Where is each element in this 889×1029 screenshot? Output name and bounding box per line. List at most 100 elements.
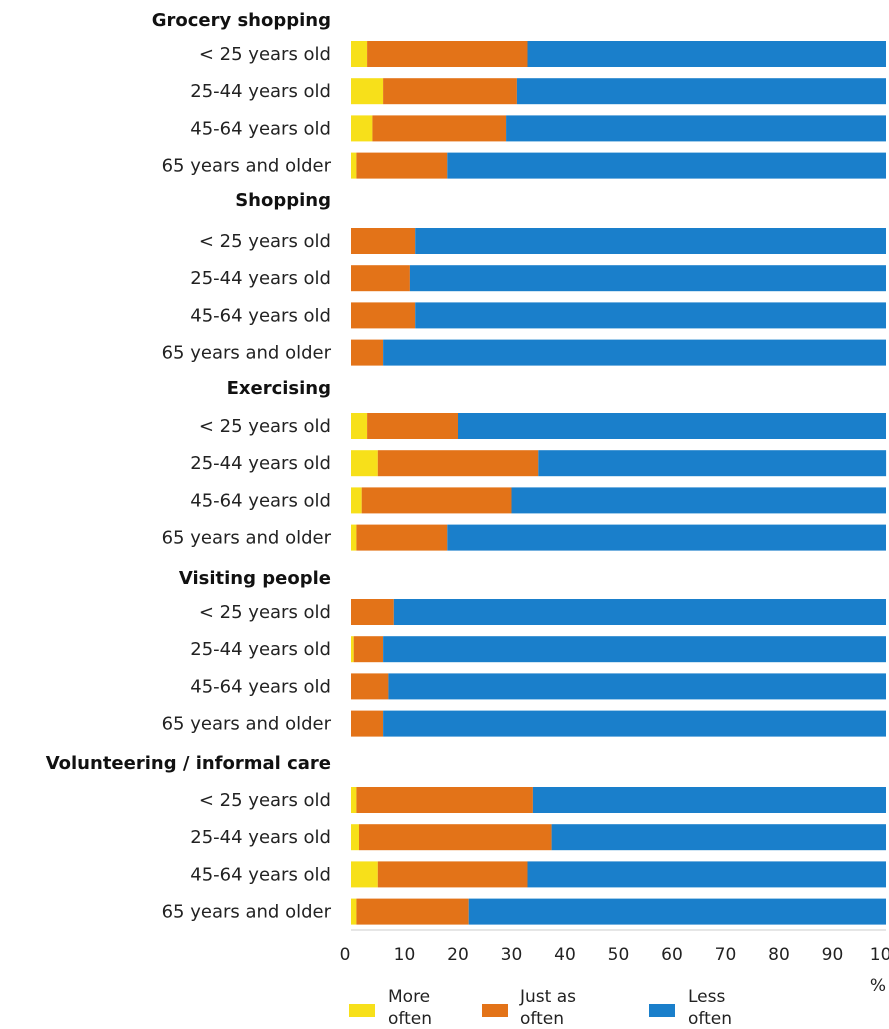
x-tick-label: 70 [715,945,737,965]
bar-segment-less-often [538,450,887,477]
x-tick-label: 40 [554,945,576,965]
x-tick-label: 10 [394,945,416,965]
group-title: Volunteering / informal care [46,753,331,774]
x-axis-unit: % [870,976,886,996]
bar-segment-just-as-often [351,710,384,737]
bar-segment-less-often [527,861,886,888]
bar-segment-more-often [351,898,357,925]
bar-segment-less-often [516,78,886,105]
row-label: 65 years and older [162,343,332,364]
legend-label-line2: often [520,1009,564,1029]
row-label: 65 years and older [162,714,332,735]
bar-segment-less-often [388,673,886,700]
bar-segment-more-often [351,861,378,888]
bar-segment-just-as-often [351,265,410,292]
bar-segment-just-as-often [351,302,416,329]
bar-segment-more-often [351,524,357,551]
bar-segment-more-often [351,413,368,439]
bar-segment-just-as-often [377,861,528,888]
row-label: 45-64 years old [190,305,331,326]
bar-segment-less-often [409,265,886,292]
bar-segment-just-as-often [356,152,448,179]
bar-segment-more-often [351,487,362,514]
bar-segment-more-often [351,78,384,105]
bar-segment-more-often [351,636,354,663]
bar-segment-more-often [351,450,378,477]
row-label: < 25 years old [199,44,331,65]
bar-segment-just-as-often [351,673,389,700]
row-label: 45-64 years old [190,864,331,885]
bar-segment-just-as-often [383,78,517,105]
bar-segment-just-as-often [356,898,469,925]
group-title: Grocery shopping [152,10,331,31]
row-label: 25-44 years old [190,81,331,102]
row-label: 25-44 years old [190,827,331,848]
x-tick-label: 60 [661,945,683,965]
bar-segment-more-often [351,115,373,142]
legend-label-line1: Just as [519,987,576,1007]
x-tick-label: 0 [340,945,351,965]
x-tick-label: 80 [768,945,790,965]
bar-segment-less-often [393,599,886,625]
legend-label-line2: often [388,1009,432,1029]
bar-segment-less-often [415,302,886,329]
row-label: 65 years and older [162,156,332,177]
row-label: 25-44 years old [190,268,331,289]
group-title: Visiting people [179,568,331,589]
legend-label-line1: Less [688,987,725,1007]
bar-segment-just-as-often [361,487,512,514]
row-label: 65 years and older [162,902,332,923]
bar-segment-less-often [383,710,886,737]
bar-segment-just-as-often [372,115,507,142]
bar-segment-less-often [415,228,886,254]
legend-swatch [482,1004,508,1017]
bar-segment-just-as-often [359,824,552,851]
row-label: 45-64 years old [190,490,331,511]
bar-segment-less-often [447,524,886,551]
bar-segment-more-often [351,41,368,67]
bar-segment-just-as-often [351,599,394,625]
row-label: < 25 years old [199,416,331,437]
bar-segment-less-often [447,152,886,179]
bar-segment-less-often [551,824,886,851]
legend-label-line1: More [388,987,430,1007]
bar-segment-just-as-often [351,339,384,366]
bar-segment-less-often [532,787,886,813]
x-tick-label: 90 [822,945,844,965]
bar-segment-more-often [351,152,357,179]
bar-segment-less-often [468,898,886,925]
bar-segment-less-often [527,41,886,67]
bar-segment-just-as-often [356,524,448,551]
bar-segment-less-often [383,339,886,366]
row-label: < 25 years old [199,602,331,623]
row-label: 25-44 years old [190,639,331,660]
row-label: 65 years and older [162,528,332,549]
group-title: Shopping [235,190,331,211]
bar-segment-just-as-often [356,787,533,813]
row-label: 45-64 years old [190,118,331,139]
bar-segment-just-as-often [367,413,458,439]
group-title: Exercising [227,378,331,399]
bar-segment-less-often [458,413,886,439]
x-tick-label: 50 [608,945,630,965]
bar-segment-less-often [383,636,886,663]
bar-segment-just-as-often [367,41,528,67]
x-tick-label: 30 [501,945,523,965]
row-label: < 25 years old [199,231,331,252]
row-label: 45-64 years old [190,676,331,697]
bar-segment-more-often [351,824,359,851]
legend-swatch [349,1004,375,1017]
legend-label-line2: often [688,1009,732,1029]
bar-segment-just-as-often [353,636,384,663]
bar-segment-less-often [506,115,886,142]
x-tick-label: 20 [447,945,469,965]
legend-swatch [649,1004,675,1017]
row-label: 25-44 years old [190,453,331,474]
bar-segment-just-as-often [351,228,416,254]
row-label: < 25 years old [199,790,331,811]
bar-segment-less-often [511,487,886,514]
bar-segment-more-often [351,787,357,813]
bar-segment-just-as-often [377,450,539,477]
x-tick-label: 100 [870,945,889,965]
